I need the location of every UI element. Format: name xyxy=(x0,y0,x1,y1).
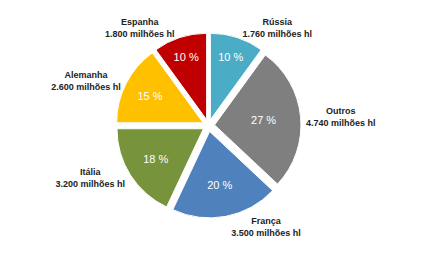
svg-text:27 %: 27 % xyxy=(251,114,276,126)
svg-text:15 %: 15 % xyxy=(137,90,162,102)
svg-text:Alemanha2.600 milhões hl: Alemanha2.600 milhões hl xyxy=(51,70,121,92)
svg-text:Rússia1.760 milhões hl: Rússia1.760 milhões hl xyxy=(243,17,313,39)
svg-text:Itália3.200 milhões hl: Itália3.200 milhões hl xyxy=(55,167,125,189)
svg-text:18 %: 18 % xyxy=(143,153,168,165)
svg-text:França3.500 milhões hl: França3.500 milhões hl xyxy=(231,216,301,238)
svg-text:10 %: 10 % xyxy=(174,51,199,63)
svg-text:Outros4.740 milhões hl: Outros4.740 milhões hl xyxy=(306,106,376,128)
svg-text:20 %: 20 % xyxy=(207,179,232,191)
svg-text:10 %: 10 % xyxy=(218,51,243,63)
svg-text:Espanha1.800 milhões hl: Espanha1.800 milhões hl xyxy=(105,17,175,39)
